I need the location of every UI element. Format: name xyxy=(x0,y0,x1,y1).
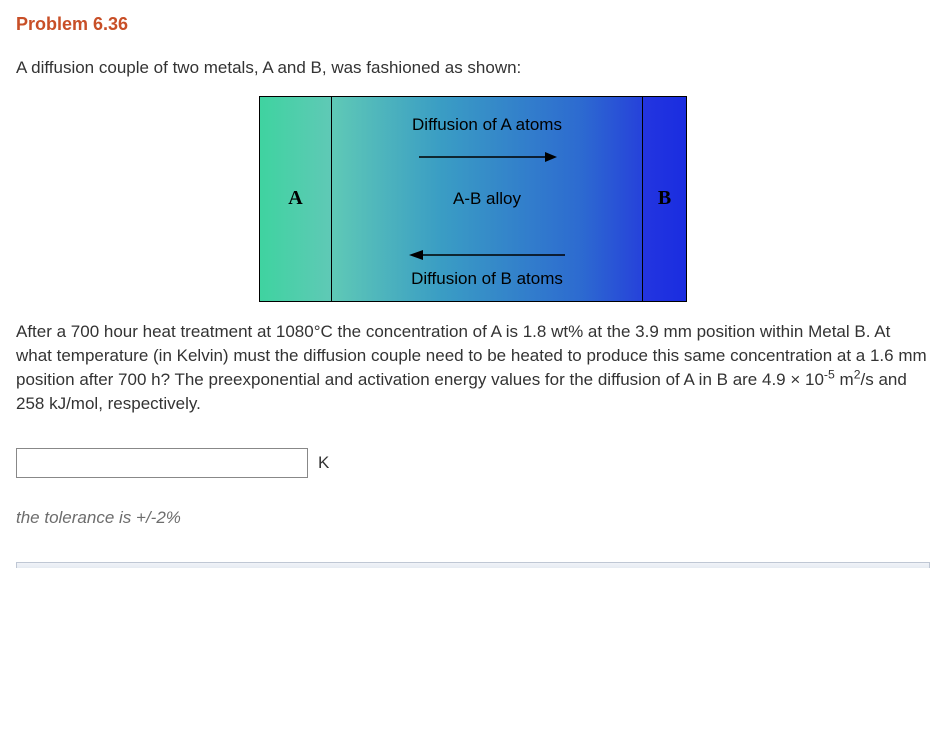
bottom-bar xyxy=(16,562,930,568)
arrow-left-icon xyxy=(407,247,567,261)
alloy-region: Diffusion of A atoms A-B alloy Diffusion… xyxy=(332,97,642,301)
diffusion-diagram: Diffusion of A atoms A-B alloy Diffusion… xyxy=(259,96,687,302)
metal-a-label: A xyxy=(288,187,302,210)
alloy-label: A-B alloy xyxy=(332,189,642,209)
tolerance-text: the tolerance is +/-2% xyxy=(16,508,930,528)
arrow-right-icon xyxy=(417,149,557,163)
exponent-1: -5 xyxy=(824,368,835,382)
body-part2: m xyxy=(835,370,854,389)
metal-b-slab: B xyxy=(642,97,686,301)
diffusion-b-label: Diffusion of B atoms xyxy=(332,269,642,289)
answer-input[interactable] xyxy=(16,448,308,478)
metal-b-label: B xyxy=(658,187,671,210)
metal-a-slab: A xyxy=(260,97,332,301)
diagram-container: Diffusion of A atoms A-B alloy Diffusion… xyxy=(16,96,930,302)
intro-text: A diffusion couple of two metals, A and … xyxy=(16,57,930,80)
body-part1: After a 700 hour heat treatment at 1080°… xyxy=(16,322,927,389)
problem-title: Problem 6.36 xyxy=(16,14,930,35)
exponent-2: 2 xyxy=(854,368,861,382)
problem-body: After a 700 hour heat treatment at 1080°… xyxy=(16,320,930,417)
unit-label: K xyxy=(318,453,329,473)
diffusion-a-label: Diffusion of A atoms xyxy=(332,115,642,135)
answer-row: K xyxy=(16,448,930,478)
